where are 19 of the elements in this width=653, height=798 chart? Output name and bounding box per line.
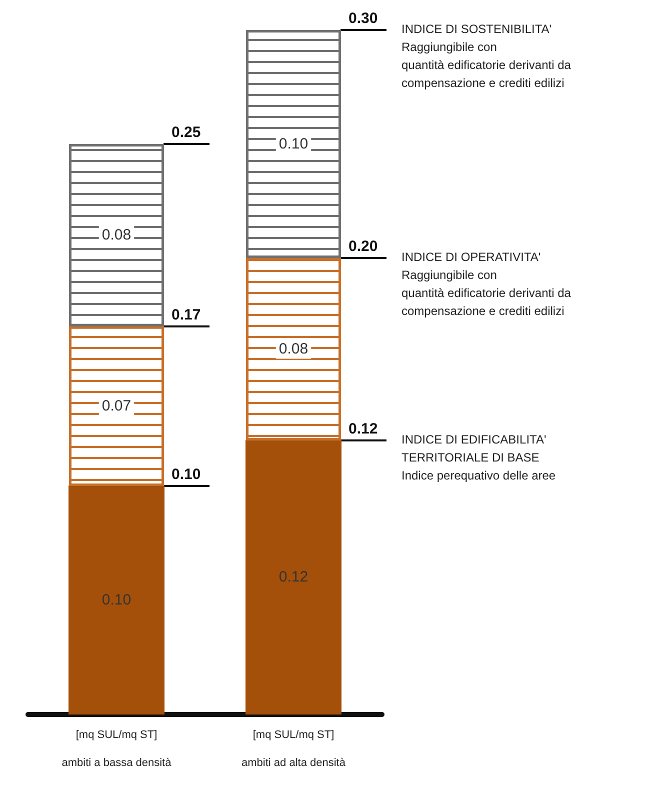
annotation: 0.20 bbox=[348, 238, 378, 255]
data-label: 0.08 bbox=[278, 340, 308, 358]
data-label: 0.10 bbox=[102, 592, 132, 608]
text: 0.30 bbox=[348, 10, 378, 27]
bar bbox=[68, 486, 164, 714]
text: INDICE DI SOSTENIBILITA' Raggiungibile con quantità edificatorie derivanti da compensazione e crediti edilizi bbox=[402, 22, 572, 90]
data-label: 0.07 bbox=[102, 398, 132, 415]
annotation: 0.10 bbox=[172, 466, 201, 483]
data-label: 0.10 bbox=[278, 136, 308, 152]
category-label: [mq SUL/mq ST] ambiti a bassa densità bbox=[62, 729, 172, 769]
category-label: [mq SUL/mq ST] ambiti ad alta densità bbox=[242, 729, 346, 769]
annotation: 0.25 bbox=[172, 124, 201, 141]
text: INDICE DI OPERATIVITA' Raggiungibile con quantità edificatorie derivanti da compensazione e crediti edilizi bbox=[402, 250, 572, 318]
data-label: 0.08 bbox=[102, 226, 132, 244]
annotation: 0.17 bbox=[172, 306, 201, 324]
text: INDICE DI EDIFICABILITA' TERRITORIALE DI BASE Indice perequativo delle aree bbox=[402, 432, 556, 482]
bar bbox=[246, 440, 342, 714]
data-label: 0.12 bbox=[278, 568, 308, 586]
annotation: 0.12 bbox=[348, 420, 378, 438]
